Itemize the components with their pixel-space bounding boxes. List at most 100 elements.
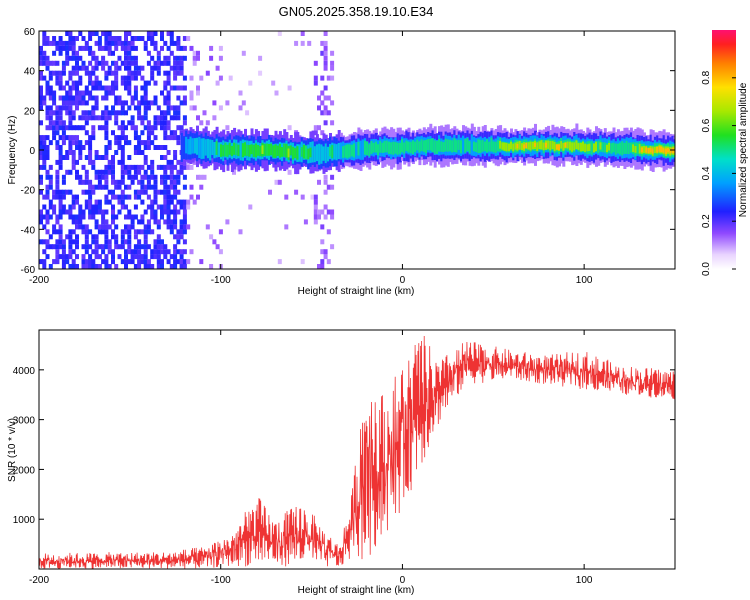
noise-cell — [140, 120, 145, 126]
noise-cell — [202, 174, 207, 180]
noise-cell — [111, 155, 115, 160]
noise-cell — [127, 65, 132, 71]
noise-cell — [163, 254, 168, 260]
signal-cell — [387, 141, 391, 154]
noise-cell — [55, 115, 60, 121]
signal-cell — [501, 142, 505, 150]
colorbar-tick-label: 0.6 — [701, 118, 712, 132]
signal-cell — [215, 141, 219, 155]
noise-cell — [143, 95, 148, 101]
signal-cell — [492, 141, 496, 153]
noise-cell — [101, 55, 106, 61]
signal-cell — [250, 144, 254, 155]
noise-cell — [215, 80, 220, 86]
noise-cell — [137, 65, 142, 71]
noise-cell — [173, 40, 178, 46]
noise-cell — [182, 115, 187, 121]
noise-cell — [320, 40, 325, 46]
signal-cell — [435, 140, 439, 154]
noise-cell — [61, 60, 66, 66]
noise-cell — [137, 36, 142, 41]
noise-cell — [101, 31, 106, 36]
noise-cell — [91, 105, 96, 111]
noise-cell — [326, 259, 331, 265]
noise-cell — [68, 229, 73, 235]
noise-cell — [130, 219, 135, 225]
noise-cell — [88, 189, 93, 195]
noise-cell — [160, 214, 164, 220]
noise-cell — [124, 214, 128, 220]
noise-cell — [173, 70, 178, 76]
signal-cell — [588, 143, 592, 151]
noise-cell — [107, 140, 112, 146]
noise-cell — [133, 65, 138, 71]
noise-cell — [111, 214, 115, 220]
noise-cell — [182, 199, 187, 205]
noise-cell — [143, 209, 148, 215]
noise-cell — [146, 135, 151, 141]
noise-cell — [153, 239, 158, 245]
noise-cell — [78, 90, 83, 96]
noise-cell — [52, 229, 57, 235]
noise-cell — [176, 115, 181, 121]
noise-cell — [140, 130, 145, 136]
noise-cell — [75, 219, 79, 225]
noise-cell — [146, 174, 151, 180]
noise-cell — [120, 125, 125, 131]
noise-cell — [48, 264, 53, 269]
signal-cell — [322, 146, 326, 161]
noise-cell — [163, 164, 168, 170]
noise-cell — [65, 95, 70, 101]
noise-cell — [127, 234, 132, 240]
noise-cell — [55, 179, 60, 185]
noise-cell — [48, 75, 53, 81]
noise-cell — [153, 174, 158, 180]
noise-cell — [127, 60, 132, 66]
noise-cell — [150, 184, 155, 190]
noise-cell — [124, 264, 128, 269]
noise-cell — [150, 75, 155, 81]
signal-cell — [337, 143, 341, 159]
noise-cell — [114, 244, 119, 250]
noise-cell — [94, 155, 99, 160]
signal-cell — [616, 143, 620, 154]
noise-cell — [323, 189, 328, 195]
noise-cell — [107, 31, 112, 36]
noise-cell — [313, 194, 318, 200]
signal-cell — [414, 141, 418, 153]
noise-cell — [111, 130, 115, 136]
noise-cell — [111, 259, 115, 265]
signal-cell — [377, 144, 380, 156]
noise-cell — [137, 145, 142, 150]
noise-cell — [39, 140, 43, 146]
signal-cell — [202, 138, 206, 159]
noise-cell — [173, 110, 178, 116]
noise-cell — [163, 244, 168, 250]
noise-cell — [107, 159, 112, 165]
noise-cell — [146, 120, 151, 126]
noise-cell — [150, 70, 155, 76]
noise-cell — [130, 120, 135, 126]
noise-cell — [133, 125, 138, 131]
noise-cell — [133, 75, 138, 81]
noise-cell — [91, 115, 96, 121]
noise-cell — [146, 145, 151, 150]
noise-cell — [143, 169, 148, 175]
signal-cell — [555, 144, 559, 150]
noise-cell — [127, 244, 132, 250]
noise-cell — [81, 90, 86, 96]
noise-cell — [330, 120, 335, 126]
signal-cell — [182, 136, 186, 159]
noise-cell — [287, 125, 292, 131]
noise-cell — [120, 45, 125, 51]
noise-cell — [94, 254, 99, 260]
signal-cell — [475, 142, 479, 153]
noise-cell — [114, 36, 119, 41]
noise-cell — [111, 179, 115, 185]
noise-cell — [101, 259, 106, 265]
y-tick-label: -40 — [21, 225, 36, 236]
noise-cell — [173, 179, 178, 185]
noise-cell — [241, 100, 246, 106]
signal-cell — [656, 147, 660, 153]
noise-cell — [104, 115, 109, 121]
